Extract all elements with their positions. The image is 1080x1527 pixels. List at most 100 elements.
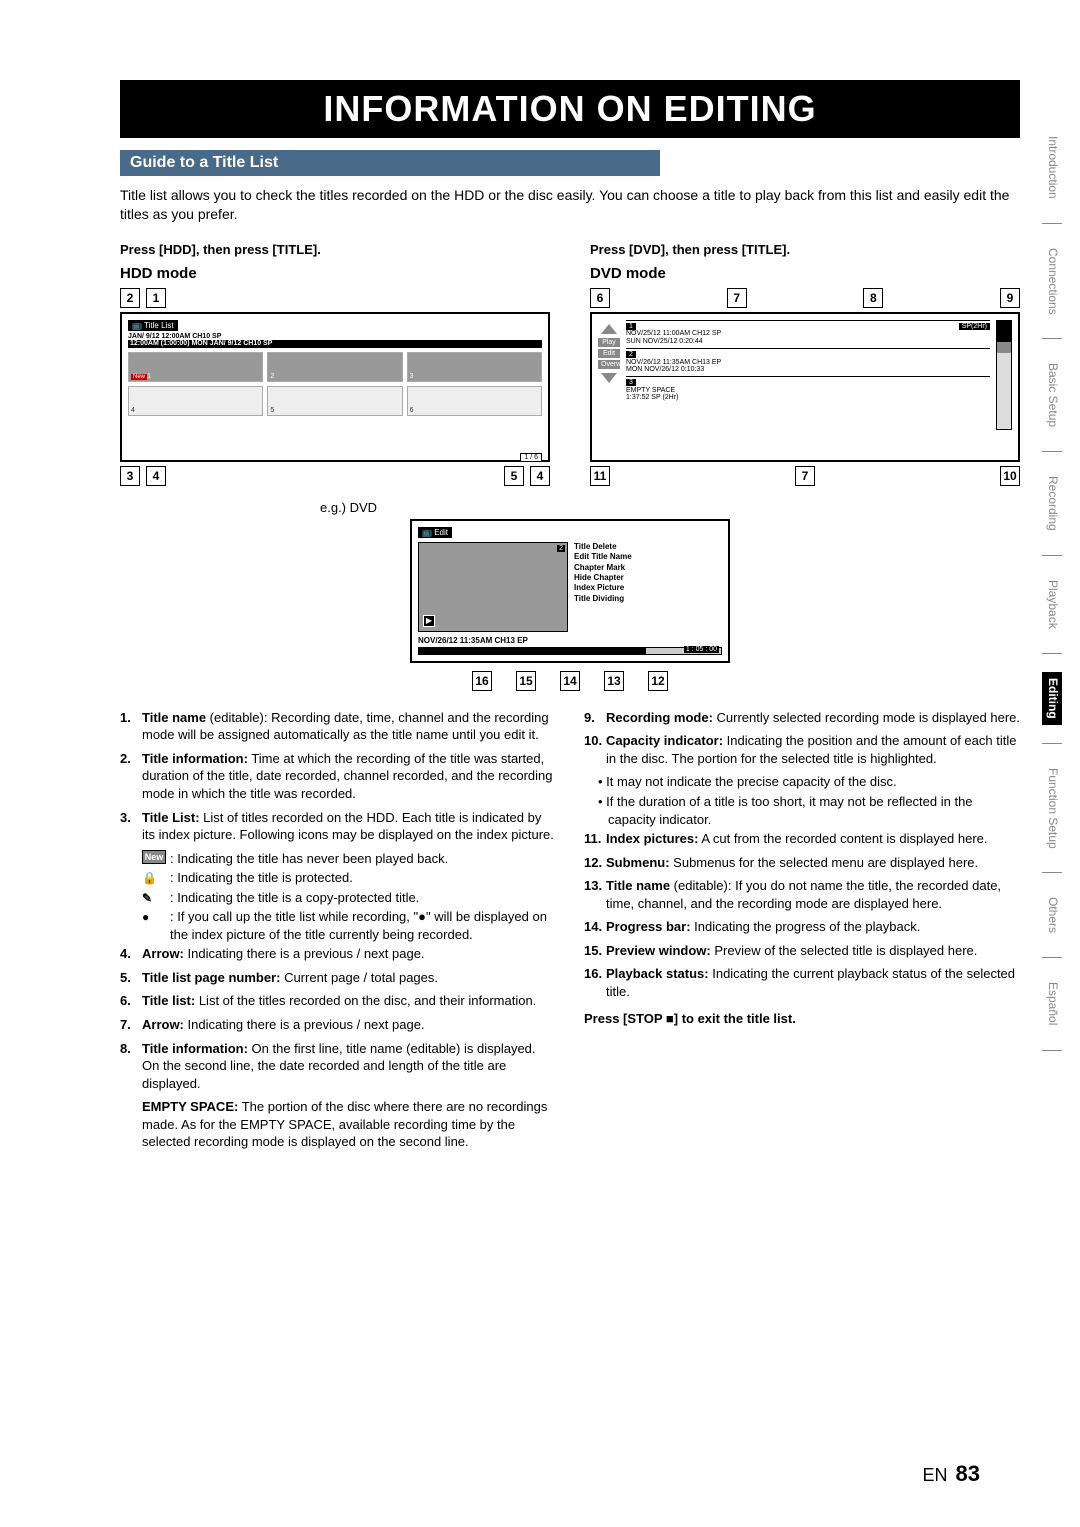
icon-legend: : Indicating the title is protected. [142, 869, 556, 887]
icon-legend: : Indicating the title is a copy-protect… [142, 889, 556, 907]
tab-divider [1042, 653, 1062, 654]
dvd-diagram: PlayEditOverwrite 1SP(2Hr)NOV/25/12 11:0… [590, 312, 1020, 462]
side-tab[interactable]: Basic Setup [1042, 357, 1062, 433]
capacity-bar [996, 320, 1012, 430]
side-tab[interactable]: Connections [1042, 242, 1062, 321]
callout-14: 14 [560, 671, 580, 691]
edit-thumbnail: 2 ▶ [418, 542, 568, 632]
page-banner: INFORMATION ON EDITING [120, 80, 1020, 138]
left-column: 1.Title name (editable): Recording date,… [120, 709, 556, 1151]
list-item: 5.Title list page number: Current page /… [120, 969, 556, 987]
callout-8: 8 [863, 288, 883, 308]
side-tab[interactable]: Recording [1042, 470, 1062, 537]
side-tab[interactable]: Others [1042, 891, 1062, 939]
list-item: 12.Submenu: Submenus for the selected me… [584, 854, 1020, 872]
tab-divider [1042, 223, 1062, 224]
callout-13: 13 [604, 671, 624, 691]
hdd-frame-header: 📺 Title List [128, 320, 178, 331]
hdd-cell: 2 [267, 352, 402, 382]
tab-divider [1042, 872, 1062, 873]
side-tab[interactable]: Function Setup [1042, 762, 1062, 855]
dvd-press: Press [DVD], then press [TITLE]. [590, 242, 1020, 257]
callout-1: 1 [146, 288, 166, 308]
edit-bottom-callouts: 1615141312 [120, 671, 1020, 691]
edit-menu-item: Hide Chapter [574, 573, 632, 583]
callout-5: 5 [504, 466, 524, 486]
down-arrow-icon [601, 373, 617, 383]
hdd-top-callouts: 21 [120, 288, 550, 308]
hdd-page: 1 / 6 [520, 453, 542, 462]
callout-6: 6 [590, 288, 610, 308]
callout-10: 10 [1000, 466, 1020, 486]
icon-legend: New : Indicating the title has never bee… [142, 850, 556, 868]
hdd-cell: 4 [128, 386, 263, 416]
page-footer: EN 83 [923, 1461, 981, 1487]
edit-menu-item: Chapter Mark [574, 563, 632, 573]
empty-space-note: EMPTY SPACE: The portion of the disc whe… [142, 1098, 556, 1151]
list-item: 3.Title List: List of titles recorded on… [120, 809, 556, 844]
edit-menu-item: Title Delete [574, 542, 632, 552]
dvd-bottom-callouts: 11710 [590, 466, 1020, 486]
edit-menu-item: Edit Title Name [574, 552, 632, 562]
list-item: 10.Capacity indicator: Indicating the po… [584, 732, 1020, 767]
hdd-press: Press [HDD], then press [TITLE]. [120, 242, 550, 257]
callout-7: 7 [727, 288, 747, 308]
tab-divider [1042, 1050, 1062, 1051]
tab-divider [1042, 338, 1062, 339]
list-item: 2.Title information: Time at which the r… [120, 750, 556, 803]
side-tab[interactable]: Editing [1042, 672, 1062, 725]
list-item: 11.Index pictures: A cut from the record… [584, 830, 1020, 848]
side-tab[interactable]: Español [1042, 976, 1062, 1031]
hdd-diagram: 📺 Title List JAN/ 9/12 12:00AM CH10 SP 1… [120, 312, 550, 462]
play-icon: ▶ [423, 615, 435, 627]
list-item: 8.Title information: On the first line, … [120, 1040, 556, 1093]
side-tab[interactable]: Introduction [1042, 130, 1062, 205]
callout-3: 3 [120, 466, 140, 486]
dvd-item: 2NOV/26/12 11:35AM CH13 EPMON NOV/26/12 … [626, 348, 990, 376]
box-icon: New [142, 850, 166, 864]
dvd-left-controls: PlayEditOverwrite [598, 320, 620, 387]
eg-label: e.g.) DVD [320, 500, 1020, 515]
callout-7: 7 [795, 466, 815, 486]
hdd-cell: 5 [267, 386, 402, 416]
dvd-column: Press [DVD], then press [TITLE]. DVD mod… [590, 242, 1020, 490]
edit-diagram: 📺 Edit 2 ▶ Title DeleteEdit Title NameCh… [410, 519, 730, 663]
tab-divider [1042, 743, 1062, 744]
dvd-list: 1SP(2Hr)NOV/25/12 11:00AM CH12 SPSUN NOV… [626, 320, 990, 404]
list-item: 9.Recording mode: Currently selected rec… [584, 709, 1020, 727]
hdd-line2: 12:00AM (1:00:00) MON JAN/ 9/12 CH10 SP [128, 340, 542, 348]
edit-info: NOV/26/12 11:35AM CH13 EP [418, 636, 722, 645]
edit-menu-item: Title Dividing [574, 594, 632, 604]
dvd-pill: Play [598, 338, 620, 347]
edit-header: 📺 Edit [418, 527, 452, 538]
dvd-pill: Edit [598, 349, 620, 358]
progress-time: 1 : 05 : 00 [684, 646, 719, 653]
list-item: 13.Title name (editable): If you do not … [584, 877, 1020, 912]
dvd-item: 1SP(2Hr)NOV/25/12 11:00AM CH12 SPSUN NOV… [626, 320, 990, 348]
callout-4: 4 [146, 466, 166, 486]
dvd-top-callouts: 6 7 8 9 [590, 288, 1020, 308]
hdd-mode-title: HDD mode [120, 265, 550, 282]
hdd-bottom-callouts: 34 54 [120, 466, 550, 486]
callout-2: 2 [120, 288, 140, 308]
callout-4: 4 [530, 466, 550, 486]
lock-icon [142, 869, 170, 887]
modes-row: Press [HDD], then press [TITLE]. HDD mod… [120, 242, 1020, 490]
side-tab[interactable]: Playback [1042, 574, 1062, 635]
page-number: 83 [956, 1461, 980, 1486]
hdd-cell: New 1 [128, 352, 263, 382]
dvd-mode-title: DVD mode [590, 265, 1020, 282]
icon-legend: : If you call up the title list while re… [142, 908, 556, 943]
page-lang: EN [923, 1465, 948, 1485]
list-item: 14.Progress bar: Indicating the progress… [584, 918, 1020, 936]
callout-9: 9 [1000, 288, 1020, 308]
tab-divider [1042, 957, 1062, 958]
side-tabs: Introduction Connections Basic Setup Record… [1042, 130, 1062, 1051]
edit-thumb-num: 2 [557, 545, 565, 552]
tab-divider [1042, 451, 1062, 452]
edit-menu: Title DeleteEdit Title NameChapter MarkH… [574, 542, 632, 632]
hdd-grid: New 123456 [128, 352, 542, 416]
callout-16: 16 [472, 671, 492, 691]
list-item: 7.Arrow: Indicating there is a previous … [120, 1016, 556, 1034]
up-arrow-icon [601, 324, 617, 334]
